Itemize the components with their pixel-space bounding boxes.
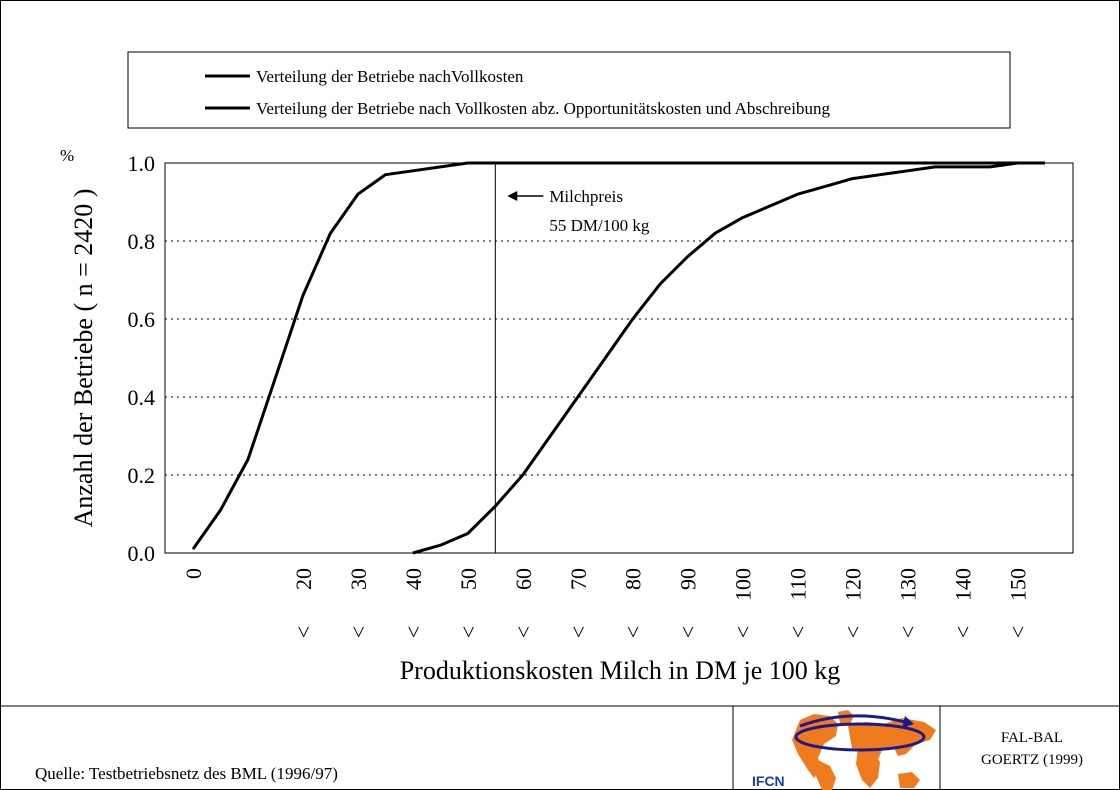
x-tick-label: 70 bbox=[566, 568, 591, 590]
credit-line-2: GOERTZ (1999) bbox=[981, 752, 1083, 768]
x-tick-prefix: < bbox=[511, 626, 536, 638]
series-line bbox=[191, 161, 1045, 550]
x-tick-prefix: < bbox=[676, 626, 701, 638]
x-axis-title: Produktionskosten Milch in DM je 100 kg bbox=[400, 656, 841, 685]
x-tick-label: 40 bbox=[401, 568, 426, 590]
x-tick-prefix: < bbox=[346, 626, 371, 638]
source-note: Quelle: Testbetriebsnetz des BML (1996/9… bbox=[35, 764, 338, 783]
y-tick-label: 1.0 bbox=[128, 151, 156, 176]
credit-line-1: FAL-BAL bbox=[1001, 730, 1063, 746]
x-tick-prefix: < bbox=[291, 626, 316, 638]
y-axis: 0.0 0.2 0.4 0.6 0.8 1.0 bbox=[128, 151, 156, 566]
y-tick-label: 0.2 bbox=[128, 463, 156, 488]
x-tick-prefix: < bbox=[731, 626, 756, 638]
series-lines bbox=[191, 161, 1045, 555]
x-tick-prefix: < bbox=[1006, 626, 1031, 638]
x-tick-label: 120 bbox=[841, 568, 866, 601]
legend-box bbox=[127, 51, 1011, 129]
legend-label: Verteilung der Betriebe nach Vollkosten … bbox=[256, 99, 830, 118]
arrow-head-icon bbox=[902, 716, 914, 728]
x-tick-label: 140 bbox=[951, 568, 976, 601]
annotation-text: Milchpreis bbox=[549, 187, 623, 206]
y-tick-label: 0.8 bbox=[128, 229, 156, 254]
ifcn-logo-text: IFCN bbox=[752, 773, 785, 789]
annotation-text: 55 DM/100 kg bbox=[549, 216, 650, 235]
y-tick-label: 0.0 bbox=[128, 541, 156, 566]
orbit-arrow-icon bbox=[799, 714, 906, 728]
ifcn-logo: IFCN bbox=[752, 710, 936, 790]
x-tick-label: 130 bbox=[896, 568, 921, 601]
x-tick-label: 50 bbox=[456, 568, 481, 590]
x-tick-label: 90 bbox=[676, 568, 701, 590]
x-tick-label: 110 bbox=[786, 568, 811, 600]
x-tick-prefix: < bbox=[566, 626, 591, 638]
x-axis: 0 20 <30 <40 <50 <60 <70 <80 <90 <100 <110 <120 <130… bbox=[181, 568, 1031, 638]
x-tick-label: 60 bbox=[511, 568, 536, 590]
x-tick-label: 30 bbox=[346, 568, 371, 590]
price-annotation: Milchpreis 55 DM/100 kg bbox=[494, 163, 650, 553]
series-line bbox=[412, 161, 1045, 555]
x-tick-label: 20 bbox=[291, 568, 316, 590]
x-tick-label: 80 bbox=[621, 568, 646, 590]
orbit-ring-icon bbox=[794, 722, 926, 752]
x-tick-prefix: < bbox=[401, 626, 426, 638]
legend: Verteilung der Betriebe nachVollkosten Ve… bbox=[205, 67, 830, 118]
x-tick-label: 0 bbox=[181, 568, 206, 579]
x-tick-prefix: < bbox=[456, 626, 481, 638]
x-tick-label: 150 bbox=[1006, 568, 1031, 601]
y-unit-label: % bbox=[60, 146, 74, 165]
x-tick-prefix: < bbox=[786, 626, 811, 638]
y-tick-label: 0.4 bbox=[128, 385, 156, 410]
legend-label: Verteilung der Betriebe nachVollkosten bbox=[256, 67, 524, 86]
grid bbox=[165, 240, 1073, 476]
x-tick-prefix: < bbox=[951, 626, 976, 638]
x-tick-prefix: < bbox=[621, 626, 646, 638]
arrow-head-icon bbox=[507, 191, 518, 201]
x-tick-prefix: < bbox=[841, 626, 866, 638]
y-tick-label: 0.6 bbox=[128, 307, 156, 332]
y-axis-title: Anzahl der Betriebe ( n = 2420 ) bbox=[69, 189, 98, 528]
x-tick-label: 100 bbox=[731, 568, 756, 601]
x-tick-prefix: < bbox=[896, 626, 921, 638]
